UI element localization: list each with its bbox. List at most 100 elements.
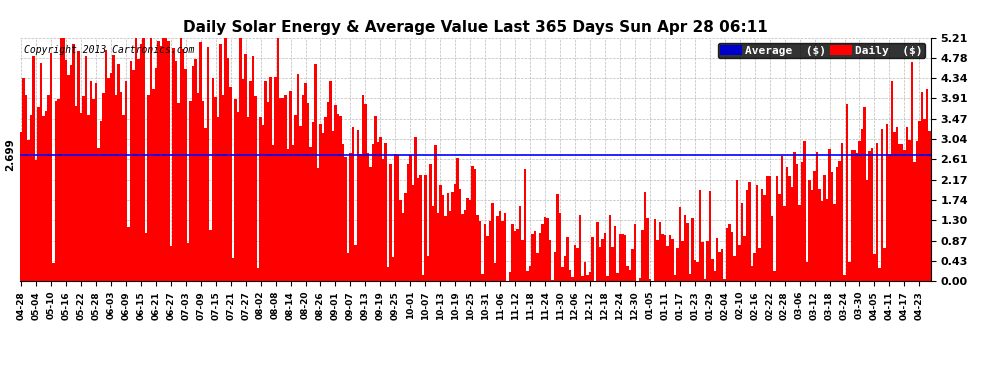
Bar [437,213,439,281]
Bar [589,272,591,281]
Bar [629,270,632,281]
Bar [207,47,210,281]
Bar [304,83,307,281]
Bar [808,180,811,281]
Bar [414,137,417,281]
Bar [62,38,64,281]
Bar [524,169,527,281]
Bar [424,175,427,281]
Bar [624,235,626,281]
Bar [634,224,637,281]
Bar [694,260,696,281]
Bar [220,44,222,281]
Bar [154,68,157,281]
Bar [776,176,778,281]
Bar [251,56,254,281]
Bar [247,117,249,281]
Bar [898,144,901,281]
Bar [853,150,855,281]
Bar [354,245,356,281]
Bar [663,236,666,281]
Bar [327,102,330,281]
Bar [20,132,23,281]
Bar [619,234,621,281]
Bar [928,131,931,281]
Bar [317,168,319,281]
Bar [824,175,826,281]
Bar [786,167,788,281]
Bar [407,164,409,281]
Bar [294,116,297,281]
Bar [95,83,97,281]
Bar [117,64,120,281]
Bar [537,254,539,281]
Bar [644,192,646,281]
Bar [534,231,537,281]
Bar [724,279,726,281]
Bar [267,102,269,281]
Bar [871,148,873,281]
Bar [35,160,38,281]
Bar [245,54,247,281]
Bar [584,262,586,281]
Title: Daily Solar Energy & Average Value Last 365 Days Sun Apr 28 06:11: Daily Solar Energy & Average Value Last … [183,20,767,35]
Bar [137,58,140,281]
Bar [714,270,716,281]
Bar [514,231,517,281]
Bar [374,116,376,281]
Bar [189,101,192,281]
Bar [359,154,361,281]
Bar [891,81,893,281]
Bar [908,141,911,281]
Bar [639,278,642,281]
Bar [814,171,816,281]
Bar [558,213,561,281]
Bar [64,60,67,281]
Bar [459,189,461,281]
Bar [125,81,127,281]
Bar [911,62,913,281]
Bar [145,233,148,281]
Bar [340,116,342,281]
Bar [671,238,673,281]
Bar [839,161,841,281]
Bar [821,201,824,281]
Bar [82,96,85,281]
Bar [471,166,474,281]
Bar [432,206,434,281]
Bar [711,259,714,281]
Bar [446,193,449,281]
Bar [886,124,888,281]
Bar [678,207,681,281]
Bar [848,262,850,281]
Bar [546,218,548,281]
Bar [758,248,761,281]
Bar [579,214,581,281]
Bar [726,228,729,281]
Bar [901,144,903,281]
Bar [811,190,814,281]
Bar [442,195,444,281]
Bar [604,233,606,281]
Bar [249,81,251,281]
Bar [148,95,149,281]
Bar [816,152,819,281]
Bar [59,38,62,281]
Text: 2.699: 2.699 [5,139,15,171]
Bar [356,130,359,281]
Bar [38,107,40,281]
Bar [366,153,369,281]
Bar [79,113,82,281]
Bar [504,213,507,281]
Bar [332,131,335,281]
Bar [773,271,776,281]
Bar [903,150,906,281]
Bar [883,248,886,281]
Bar [157,41,159,281]
Bar [361,95,364,281]
Bar [796,164,798,281]
Bar [439,184,442,281]
Bar [486,236,489,281]
Bar [389,164,392,281]
Bar [217,117,220,281]
